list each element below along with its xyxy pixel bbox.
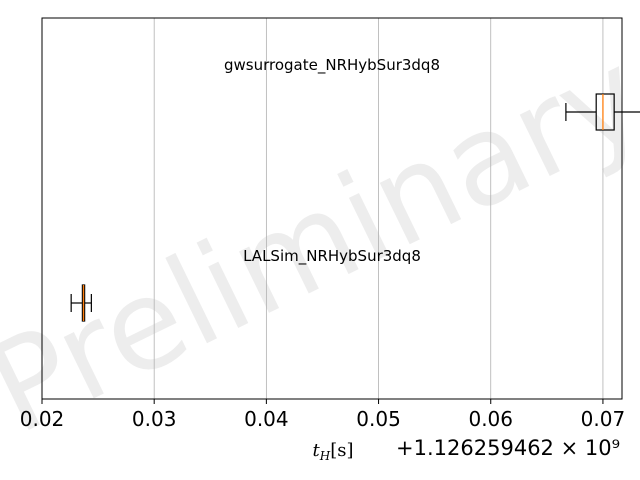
box-plots: [70, 93, 640, 322]
x-tick-label: 0.04: [244, 407, 289, 431]
grid-lines: [153, 18, 604, 399]
axes-frame: [41, 17, 623, 400]
x-tick-label: 0.06: [468, 407, 513, 431]
series-label-1: gwsurrogate_NRHybSur3dq8: [224, 56, 440, 75]
series-label-2: LALSim_NRHybSur3dq8: [243, 247, 421, 266]
x-axis-ticks: 0.02 0.03 0.04 0.05 0.06 0.07: [20, 399, 625, 431]
x-tick-label: 0.03: [132, 407, 177, 431]
x-tick-label: 0.02: [20, 407, 65, 431]
x-tick-label: 0.07: [581, 407, 626, 431]
box-plot-1: [565, 93, 640, 131]
plot-area: [42, 18, 622, 399]
x-offset-text: +1.126259462 × 10⁹: [396, 436, 620, 460]
x-tick-label: 0.05: [356, 407, 401, 431]
box-plot-2: [70, 284, 92, 322]
x-axis-label: tH[s]: [313, 440, 354, 463]
series-labels: gwsurrogate_NRHybSur3dq8 LALSim_NRHybSur3…: [224, 56, 440, 266]
box-iqr: [595, 93, 615, 131]
